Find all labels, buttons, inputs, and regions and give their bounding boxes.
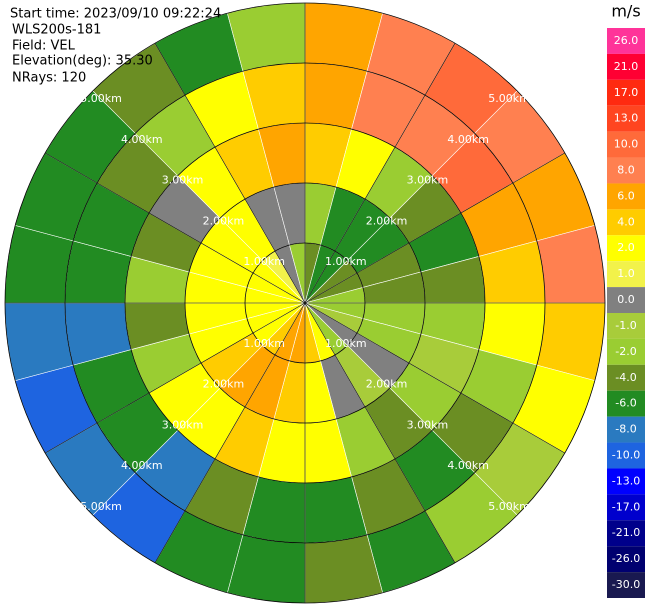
colorbar-tick-label: 26.0 [614,34,639,47]
range-label: 2.00km [203,214,245,227]
colorbar-box [607,235,645,262]
colorbar-tick-label: 21.0 [614,60,639,73]
colorbar-tick-label: -1.0 [615,319,636,332]
colorbar-box [607,131,645,158]
range-ring [184,182,426,424]
range-label: 2.00km [366,378,408,391]
colorbar-box [607,390,645,417]
colorbar-label: m/s [611,2,640,21]
colorbar-box [607,364,645,391]
colorbar-box [607,546,645,573]
range-rings: 1.00km 1.00km 1.00km 1.00km 2.00km 2.00km 2.00… [4,2,606,604]
range-label: 2.00km [203,378,245,391]
range-label: 5.00km [80,500,122,513]
colorbar-tick-label: 4.0 [617,215,635,228]
colorbar-box [607,53,645,80]
colorbar-box [607,105,645,132]
colorbar-box [607,520,645,547]
range-label: 4.00km [447,133,489,146]
range-label: 3.00km [162,174,204,187]
colorbar-tick-label: 10.0 [614,138,639,151]
range-ring [124,122,486,484]
colorbar-tick-label: 8.0 [617,164,635,177]
colorbar-box [607,209,645,236]
colorbar-box [607,442,645,469]
colorbar-tick-label: 17.0 [614,86,639,99]
colorbar-tick-label: 13.0 [614,112,639,125]
range-label: 1.00km [243,255,285,268]
colorbar-tick-label: -13.0 [612,474,640,487]
colorbar-box [607,183,645,210]
colorbar-tick-label: -17.0 [612,500,640,513]
range-label: 1.00km [243,337,285,350]
header-line: NRays: 120 [12,71,86,86]
colorbar-box [607,494,645,521]
azimuth-spoke [304,43,456,304]
colorbar-box [607,572,645,598]
colorbar-tick-label: -21.0 [612,526,640,539]
range-label: 2.00km [366,214,408,227]
range-label: 5.00km [488,500,530,513]
range-label: 5.00km [488,92,530,105]
header-line: Start time: 2023/09/10 09:22:24 [10,7,221,22]
range-ring [64,62,546,544]
colorbar-box [607,416,645,443]
colorbar-tick-label: -30.0 [612,578,640,591]
colorbar-tick-label: 2.0 [617,241,635,254]
colorbar-tick-label: -10.0 [612,449,640,462]
range-label: 4.00km [121,133,163,146]
colorbar-tick-label: -8.0 [615,423,636,436]
colorbar-box [607,261,645,288]
range-label: 3.00km [407,418,449,431]
range-label: 4.00km [121,459,163,472]
header-line: Elevation(deg): 35.30 [12,54,153,69]
colorbar-box [607,287,645,313]
colorbar-tick-label: -4.0 [615,371,636,384]
colorbar-box [607,157,645,184]
azimuth-spoke [304,302,565,454]
colorbar-box [607,468,645,495]
header-line: Field: VEL [12,39,76,54]
azimuth-spoke [154,43,306,304]
azimuth-spoke [45,302,306,454]
colorbar-tick-label: -2.0 [615,345,636,358]
range-label: 4.00km [447,459,489,472]
azimuth-spoke [304,302,456,563]
colorbar-tick-label: 1.0 [617,267,635,280]
colorbar-tick-label: 6.0 [617,189,635,202]
range-label: 3.00km [162,418,204,431]
header-line: WLS200s-181 [12,23,101,38]
colorbar: 26.0 21.0 17.0 13.0 10.0 8.0 6.0 4.0 2.0 1.0 0.0 -1… [607,28,645,598]
colorbar-box [607,28,645,54]
colorbar-tick-label: 0.0 [617,293,635,306]
colorbar-box [607,338,645,365]
range-label: 3.00km [407,174,449,187]
range-ring [4,2,606,604]
range-label: 5.00km [80,92,122,105]
colorbar-tick-label: -26.0 [612,552,640,565]
azimuth-spoke [154,302,306,563]
range-label: 1.00km [325,337,367,350]
azimuth-spoke [304,152,565,304]
range-ring [244,242,366,364]
azimuth-spoke [45,152,306,304]
range-label: 1.00km [325,255,367,268]
colorbar-box [607,79,645,106]
colorbar-tick-label: -6.0 [615,397,636,410]
colorbar-box [607,313,645,339]
